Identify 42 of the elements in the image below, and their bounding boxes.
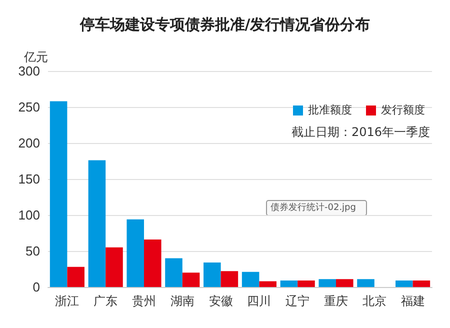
bar bbox=[182, 272, 200, 287]
bar bbox=[280, 280, 298, 287]
legend-label: 批准额度 bbox=[308, 104, 352, 116]
x-tick-label: 四川 bbox=[247, 294, 272, 308]
bar bbox=[126, 219, 144, 287]
bar bbox=[50, 101, 68, 287]
y-tick-label: 150 bbox=[18, 172, 40, 186]
bar bbox=[144, 239, 162, 287]
bar bbox=[357, 279, 374, 287]
x-tick-label: 广东 bbox=[94, 294, 118, 308]
legend-label: 发行额度 bbox=[381, 104, 425, 116]
bar bbox=[106, 247, 123, 287]
y-tick-label: 300 bbox=[18, 64, 40, 78]
bar bbox=[259, 281, 276, 287]
bar bbox=[318, 279, 336, 287]
annotation: 债券发行统计-02.jpg bbox=[270, 202, 356, 213]
y-tick-label: 100 bbox=[18, 208, 40, 222]
bar bbox=[220, 271, 238, 287]
x-tick-label: 贵州 bbox=[132, 294, 156, 308]
y-tick-label: 50 bbox=[26, 244, 40, 258]
x-tick-label: 北京 bbox=[362, 294, 386, 308]
x-tick-label: 浙江 bbox=[55, 294, 80, 308]
y-tick-label: 0 bbox=[32, 280, 40, 294]
chart-title: 停车场建设专项债券批准/发行情况省份分布 bbox=[78, 16, 370, 34]
bar bbox=[204, 262, 221, 287]
bar bbox=[242, 272, 260, 287]
bar bbox=[298, 280, 315, 287]
bar bbox=[396, 280, 413, 287]
x-tick-label: 安徽 bbox=[208, 294, 233, 308]
bar bbox=[88, 160, 106, 287]
y-tick-label: 200 bbox=[18, 136, 40, 150]
bar bbox=[336, 279, 354, 287]
x-tick-label: 辽宁 bbox=[286, 294, 310, 308]
bar bbox=[165, 258, 182, 287]
x-tick-label: 湖南 bbox=[170, 294, 194, 308]
x-tick-label: 重庆 bbox=[324, 294, 348, 308]
y-tick-label: 250 bbox=[18, 100, 40, 114]
bar bbox=[67, 266, 84, 287]
bar bbox=[412, 280, 430, 287]
y-axis-title: 亿元 bbox=[23, 50, 48, 64]
x-tick-label: 福建 bbox=[400, 294, 425, 308]
annotation: 截止日期：2016年一季度 bbox=[291, 125, 430, 139]
